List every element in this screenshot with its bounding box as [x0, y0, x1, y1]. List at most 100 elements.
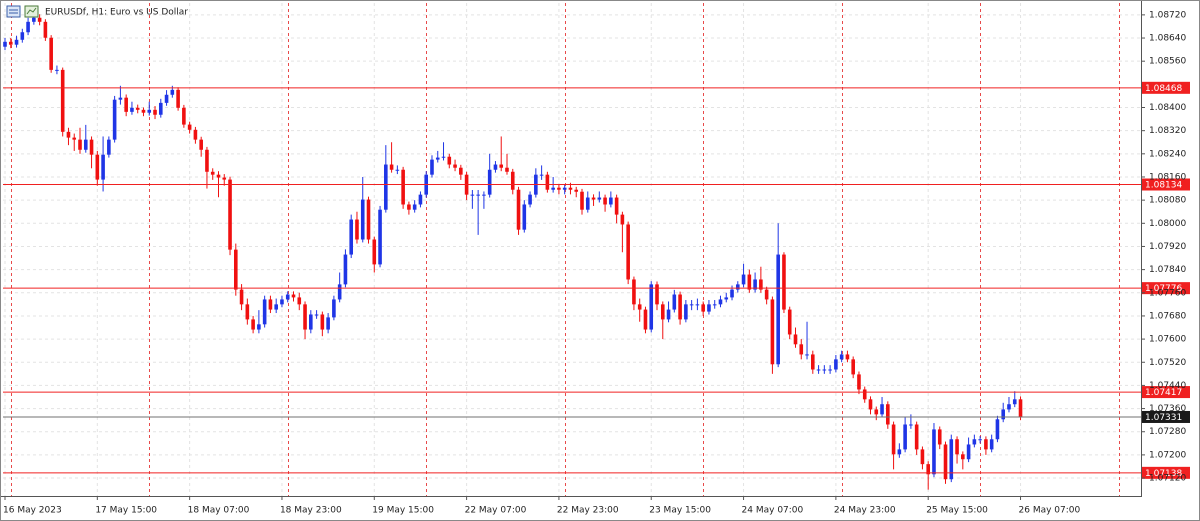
price-label: 1.08468: [1145, 84, 1182, 94]
candle-body: [60, 69, 65, 132]
candle-body: [8, 41, 13, 45]
candle-body: [3, 41, 7, 47]
x-tick-label: 24 May 07:00: [742, 506, 804, 516]
candle-body: [291, 294, 296, 298]
axis-layer: 1.08720 1.08640 1.08560 1.08400 1.08320 1.082…: [3, 10, 1186, 515]
x-tick-label: 24 May 23:00: [834, 506, 896, 516]
candle-body: [337, 284, 342, 300]
grid-layer: [3, 3, 1141, 496]
y-tick-label: 1.08160: [1149, 172, 1186, 182]
candle-body: [932, 429, 936, 475]
candle-body: [603, 197, 607, 205]
candle-body: [430, 159, 434, 175]
candle-body: [770, 299, 775, 365]
candle-body: [707, 304, 711, 312]
candle-body: [984, 439, 988, 450]
candle-body: [684, 304, 688, 320]
candle-body: [407, 204, 411, 210]
candle-body: [747, 274, 752, 290]
candle-body: [614, 197, 619, 215]
icon: [6, 5, 21, 18]
candle-body: [718, 299, 723, 305]
candle-body: [966, 444, 971, 460]
price-label-box: [1142, 81, 1190, 94]
y-tick-label: 1.07520: [1149, 358, 1186, 368]
candle-body: [597, 197, 602, 200]
candle-body: [130, 107, 134, 112]
candle-body: [822, 369, 827, 371]
y-tick-label: 1.08640: [1149, 34, 1186, 44]
candle-body: [101, 154, 105, 180]
candle-body: [735, 284, 740, 290]
y-tick-label: 1.07600: [1149, 335, 1186, 345]
candle-body: [147, 109, 152, 113]
candle-body: [332, 299, 336, 318]
candle-body: [135, 107, 140, 110]
y-tick-label: 1.08000: [1149, 219, 1186, 229]
candle-body: [280, 299, 284, 305]
candle-body: [828, 369, 832, 371]
price-label-box: [1142, 282, 1190, 295]
candle-body: [482, 194, 486, 196]
candle-body: [551, 187, 555, 190]
price-label-box: [1142, 178, 1190, 191]
y-tick-label: 1.07200: [1149, 450, 1186, 460]
candle-body: [857, 374, 861, 390]
candle-body: [401, 169, 405, 205]
candle-body: [372, 239, 377, 265]
candle-body: [164, 94, 169, 103]
candle-body: [251, 319, 255, 330]
y-tick-label: 1.08240: [1149, 149, 1186, 159]
candle-body: [851, 359, 855, 375]
candle-body: [395, 169, 400, 171]
candle-body: [470, 194, 475, 196]
candle-body: [689, 304, 694, 306]
candle-body: [389, 164, 394, 170]
candle-body: [239, 289, 244, 305]
candle-body: [666, 309, 671, 320]
candle-body: [811, 354, 815, 370]
candle-body: [978, 439, 982, 441]
candle-body: [943, 444, 948, 480]
y-tick-label: 1.07840: [1149, 265, 1186, 275]
candle-body: [897, 449, 902, 455]
candle-body: [89, 139, 94, 155]
price-label-box: [1142, 466, 1190, 479]
x-tick-label: 23 May 15:00: [649, 506, 711, 516]
candle-body: [118, 97, 123, 100]
price-label: 1.07331: [1145, 413, 1182, 423]
candle-body: [880, 404, 884, 415]
candle-body: [476, 194, 480, 196]
candle-body: [170, 89, 175, 95]
candle-body: [516, 189, 521, 230]
y-tick-label: 1.08400: [1149, 103, 1186, 113]
candle-body: [937, 429, 942, 445]
price-label: 1.07417: [1145, 388, 1182, 398]
candle-body: [678, 294, 682, 320]
candle-body: [764, 289, 769, 300]
candle-body: [26, 21, 30, 33]
candle-body: [193, 129, 198, 140]
candle-body: [655, 284, 659, 305]
candle-body: [585, 197, 590, 210]
candle-body: [557, 187, 561, 190]
candle-body: [32, 17, 36, 22]
candle-body: [626, 224, 630, 280]
candle-body: [568, 187, 573, 190]
candle-body: [914, 424, 919, 450]
candle-body: [285, 294, 290, 300]
candle-body: [199, 139, 203, 150]
candle-body: [787, 309, 792, 335]
candle-body: [580, 191, 584, 210]
candle-body: [886, 404, 890, 425]
candle-body: [95, 154, 100, 180]
candle-body: [153, 109, 157, 115]
candle-body: [435, 157, 440, 160]
candle-body: [649, 284, 654, 330]
candle-body: [343, 254, 348, 285]
candle-body: [712, 304, 717, 306]
candle-body: [730, 289, 734, 298]
candle-body: [187, 124, 192, 130]
candle-body: [505, 167, 509, 172]
